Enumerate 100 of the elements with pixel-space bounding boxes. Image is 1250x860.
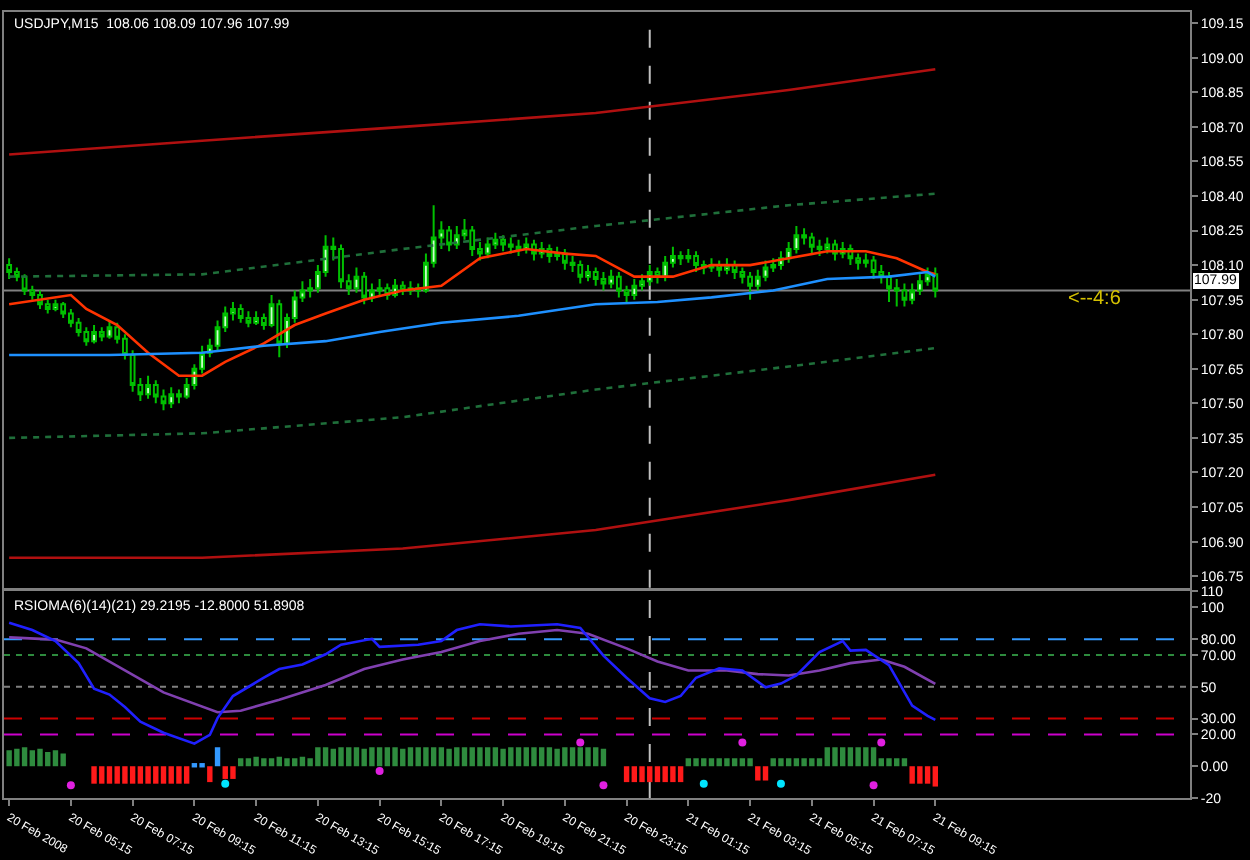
candlestick xyxy=(13,266,20,283)
candlestick xyxy=(770,257,777,274)
candlestick xyxy=(585,264,591,283)
bar xyxy=(531,747,537,767)
candlestick xyxy=(469,224,476,257)
candlestick xyxy=(747,271,753,301)
candlestick xyxy=(168,386,175,409)
candlestick xyxy=(68,307,74,329)
line-series xyxy=(7,192,937,278)
bar xyxy=(793,758,800,767)
bar xyxy=(701,758,707,767)
bar xyxy=(801,758,807,767)
bar xyxy=(461,747,468,767)
bar xyxy=(230,766,236,779)
candlestick xyxy=(677,250,684,267)
candlestick xyxy=(276,298,283,359)
bar xyxy=(855,747,861,767)
bar xyxy=(477,747,483,767)
bar xyxy=(654,766,661,783)
bar xyxy=(677,766,684,783)
bar xyxy=(839,747,846,767)
bar xyxy=(662,766,668,783)
point xyxy=(375,766,384,775)
bar xyxy=(153,766,159,784)
bar xyxy=(322,747,329,767)
bar xyxy=(37,748,43,767)
bar xyxy=(268,758,275,767)
line-series xyxy=(7,247,937,378)
line-series xyxy=(7,270,937,357)
bar xyxy=(600,748,607,767)
candlestick xyxy=(145,374,151,400)
bar xyxy=(577,747,583,767)
bar xyxy=(924,766,931,784)
candlestick xyxy=(577,259,584,285)
candlestick xyxy=(754,268,761,292)
bar xyxy=(932,766,938,787)
bar xyxy=(755,766,761,781)
candlestick xyxy=(824,236,831,255)
bar xyxy=(515,747,522,767)
candlestick xyxy=(608,268,615,290)
bar xyxy=(569,747,576,767)
candlestick xyxy=(44,298,51,315)
bar xyxy=(168,766,174,784)
point xyxy=(738,738,747,747)
bar xyxy=(623,766,630,783)
point xyxy=(877,738,886,747)
bar xyxy=(593,747,599,767)
candlestick xyxy=(909,282,916,306)
candlestick xyxy=(808,231,815,255)
line-series xyxy=(7,621,937,745)
bar xyxy=(423,747,429,767)
candlestick xyxy=(870,254,877,280)
line-series xyxy=(7,67,937,156)
bar xyxy=(731,758,738,767)
bar xyxy=(747,758,753,767)
candlestick xyxy=(484,236,491,260)
line-series xyxy=(7,346,937,440)
bar xyxy=(214,747,221,767)
candlestick xyxy=(98,326,105,343)
bar xyxy=(870,747,877,767)
candlestick xyxy=(91,324,97,345)
bar xyxy=(183,766,190,784)
bar xyxy=(129,766,136,784)
candlestick xyxy=(75,317,82,338)
bar xyxy=(106,766,113,784)
candlestick xyxy=(600,271,607,292)
candlestick xyxy=(801,227,807,246)
bar xyxy=(407,747,414,767)
candlestick xyxy=(685,248,692,264)
bar xyxy=(832,747,838,767)
bar xyxy=(901,758,908,767)
bar xyxy=(114,766,120,784)
bar xyxy=(716,758,722,767)
bar xyxy=(91,766,97,784)
bar xyxy=(809,758,815,767)
bar xyxy=(176,766,182,784)
candlestick xyxy=(693,250,699,274)
candlestick xyxy=(886,271,892,303)
candlestick xyxy=(507,236,514,255)
candlestick xyxy=(554,245,561,262)
bar xyxy=(99,766,105,784)
bar xyxy=(6,750,12,767)
bar xyxy=(284,758,290,767)
candlestick xyxy=(916,273,923,297)
candlestick xyxy=(253,310,260,327)
bar xyxy=(917,766,923,784)
bar xyxy=(538,747,545,767)
bar xyxy=(785,758,792,767)
candlestick xyxy=(152,379,159,405)
bar xyxy=(145,766,151,784)
candlestick xyxy=(338,243,344,290)
bar xyxy=(338,747,344,767)
bar xyxy=(909,766,915,784)
bar xyxy=(392,747,398,767)
bar xyxy=(886,758,892,767)
bar xyxy=(554,748,560,767)
bar xyxy=(207,766,213,783)
bar xyxy=(137,766,144,784)
bar xyxy=(508,747,514,767)
candlestick xyxy=(816,238,823,257)
